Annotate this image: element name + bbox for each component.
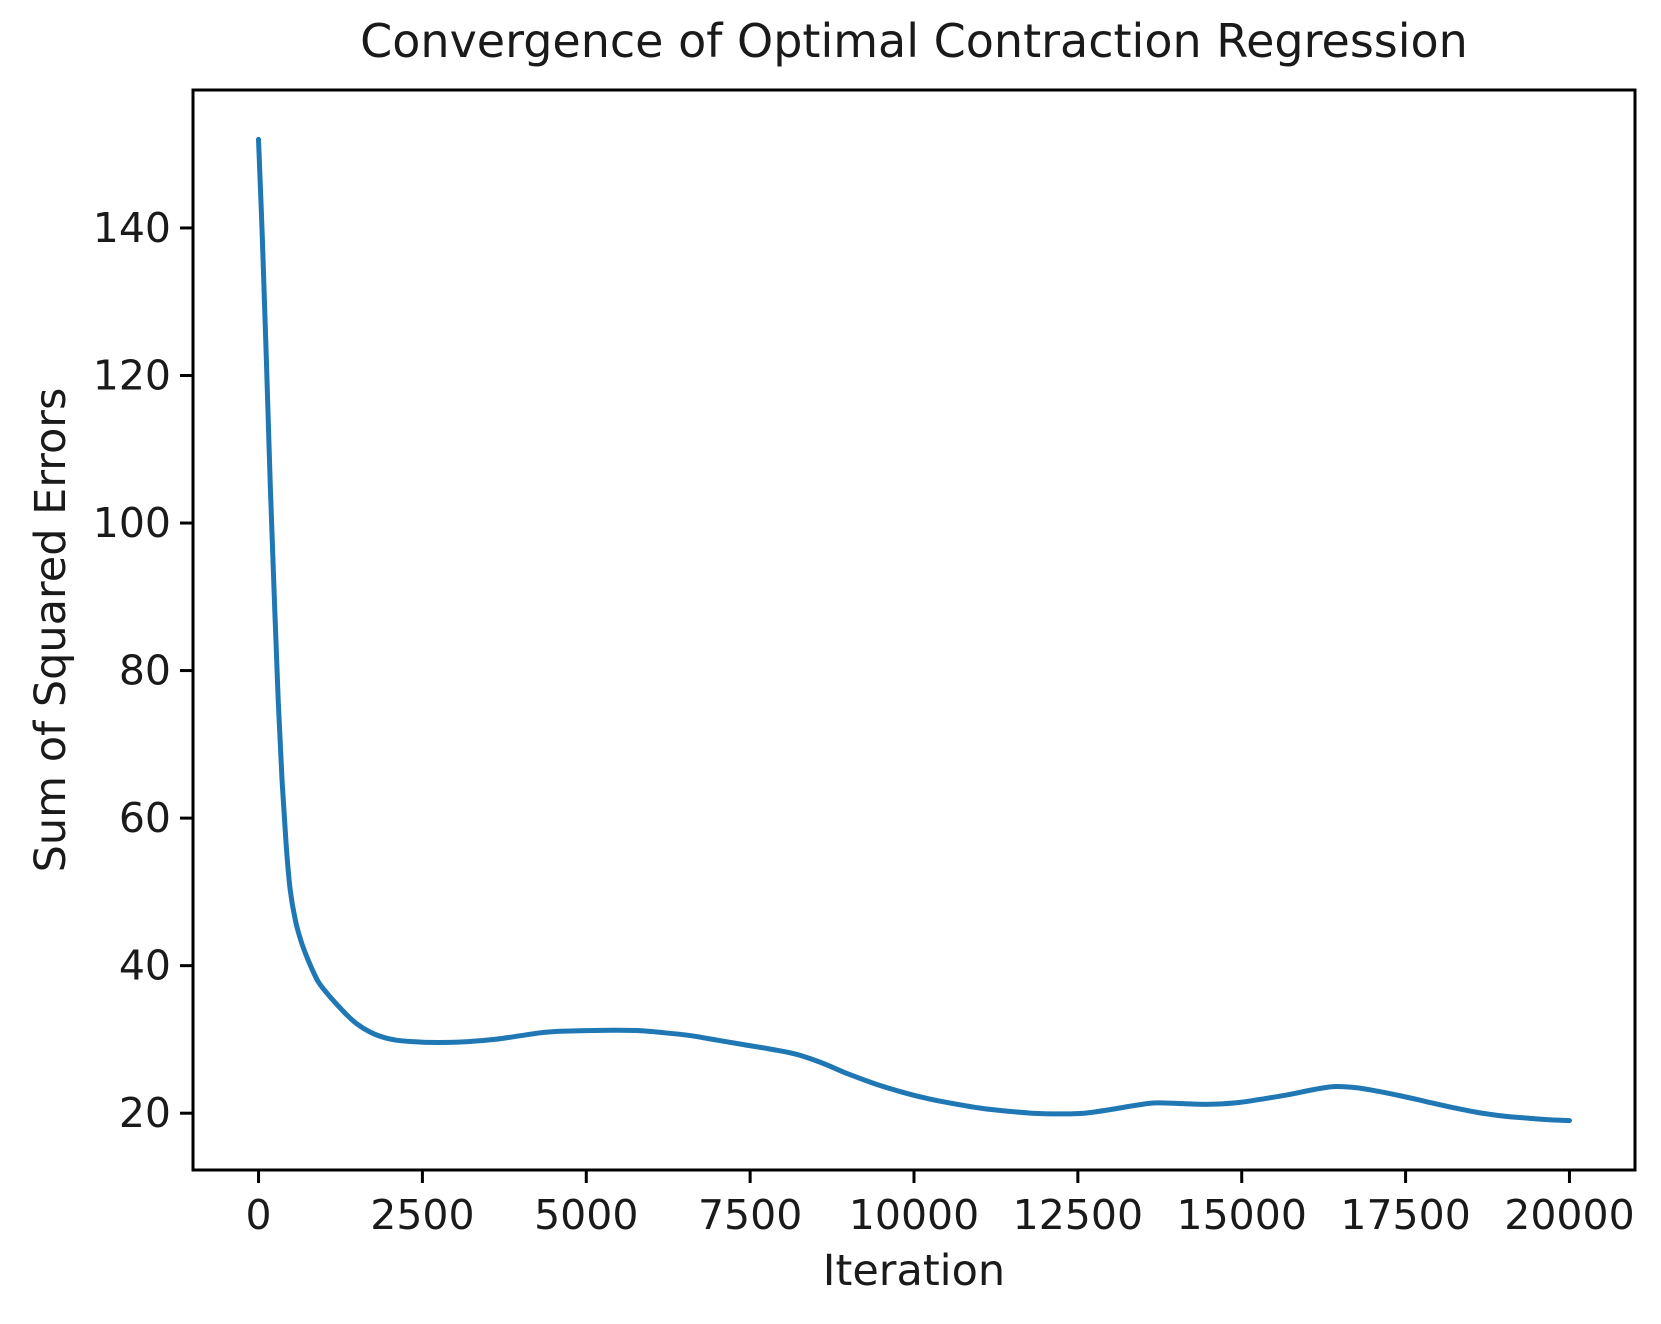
x-tick-label: 10000 <box>849 1191 979 1239</box>
y-axis-label: Sum of Squared Errors <box>26 387 76 873</box>
plot-frame <box>191 88 1637 1172</box>
x-tick-label: 0 <box>245 1191 271 1239</box>
x-tick-label: 7500 <box>698 1191 802 1239</box>
y-tick-label: 60 <box>119 794 171 842</box>
y-tick-label: 40 <box>119 942 171 990</box>
y-tick-label: 100 <box>93 499 171 547</box>
y-tick-label: 140 <box>93 204 171 252</box>
y-tick-label: 20 <box>119 1089 171 1137</box>
x-tick-label: 12500 <box>1013 1191 1143 1239</box>
x-tick-label: 2500 <box>370 1191 474 1239</box>
x-tick-label: 5000 <box>534 1191 638 1239</box>
y-tick-label: 80 <box>119 647 171 695</box>
x-tick-label: 20000 <box>1504 1191 1634 1239</box>
x-tick-label: 17500 <box>1340 1191 1470 1239</box>
y-tick-label: 120 <box>93 351 171 399</box>
series-line <box>256 136 1572 1124</box>
chart-title: Convergence of Optimal Contraction Regre… <box>360 14 1468 68</box>
x-axis-label: Iteration <box>822 1246 1006 1296</box>
x-tick-label: 15000 <box>1177 1191 1307 1239</box>
